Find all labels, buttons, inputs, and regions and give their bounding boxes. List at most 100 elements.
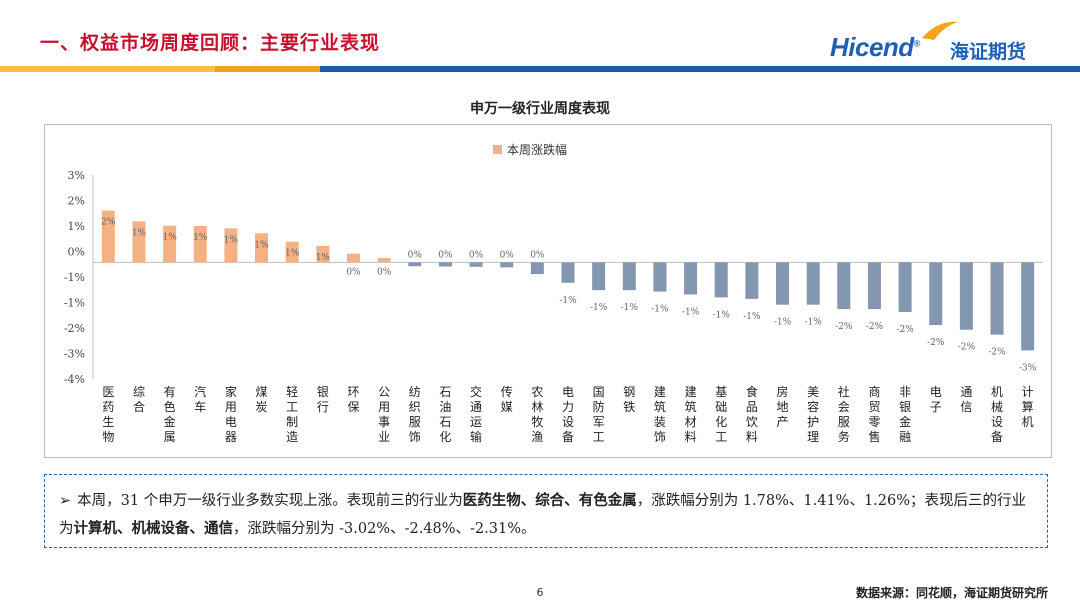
data-label: -2% — [866, 322, 884, 332]
data-label: 0% — [500, 250, 515, 260]
category-char: 军 — [593, 415, 605, 429]
bar — [1021, 262, 1035, 351]
category-char: 零 — [868, 415, 880, 429]
category-char: 媒 — [501, 400, 513, 414]
category-char: 金 — [164, 414, 176, 429]
category-char: 础 — [715, 400, 727, 414]
category-char: 务 — [838, 429, 850, 444]
category-char: 饰 — [409, 430, 421, 444]
category-label: 医药生物 — [102, 385, 114, 444]
category-char: 装 — [654, 415, 666, 429]
category-label: 综合 — [133, 385, 145, 414]
page-number: 6 — [536, 586, 544, 599]
y-tick-label: 3% — [68, 169, 85, 182]
category-label: 计算机 — [1022, 385, 1034, 429]
category-char: 铁 — [623, 400, 635, 414]
category-char: 环 — [347, 385, 359, 399]
bar — [316, 245, 330, 263]
category-char: 金 — [899, 414, 911, 429]
category-char: 造 — [286, 430, 298, 444]
bar — [684, 262, 698, 295]
category-label: 传媒 — [501, 384, 513, 414]
data-label: -3% — [1019, 363, 1037, 373]
logo-brand-cn: 海证期货 — [950, 41, 1027, 63]
category-char: 银 — [899, 400, 911, 414]
category-label: 房地产 — [777, 384, 789, 429]
category-label: 社会服务 — [838, 384, 850, 444]
y-tick-label: 1% — [68, 220, 85, 233]
category-char: 电 — [562, 385, 574, 399]
category-char: 渔 — [531, 430, 543, 444]
category-char: 油 — [439, 400, 451, 414]
category-char: 服 — [409, 415, 421, 429]
category-char: 机 — [991, 385, 1003, 399]
data-label: 0% — [438, 250, 453, 260]
bar — [561, 262, 575, 283]
category-char: 信 — [960, 400, 972, 414]
bar — [867, 262, 881, 310]
stripe-segment — [0, 66, 215, 72]
category-char: 综 — [133, 385, 145, 399]
data-label: -2% — [988, 348, 1006, 358]
company-logo: Hicend® 海证期货 — [830, 18, 1050, 70]
category-char: 设 — [562, 415, 574, 429]
category-char: 护 — [807, 415, 819, 429]
category-label: 公用事业 — [378, 385, 390, 444]
data-label: -1% — [804, 318, 822, 328]
bullet-arrow-icon: ➢ — [59, 493, 72, 509]
category-char: 房 — [777, 384, 789, 399]
data-label: 0% — [377, 267, 392, 277]
bar-chart: 3% 2% 1% 0% -1% -1% -2% -3% -4% 本周涨跌幅 2% 医药生物 1% 综合 1%… — [64, 142, 1043, 444]
category-char: 理 — [807, 430, 819, 444]
category-char: 建 — [685, 385, 697, 399]
category-char: 计 — [1022, 385, 1034, 399]
category-char: 化 — [439, 430, 451, 444]
category-label: 基础化工 — [715, 385, 727, 444]
data-label: 0% — [346, 267, 361, 277]
chart-title: 申万一级行业周度表现 — [470, 101, 610, 117]
category-char: 石 — [439, 385, 451, 399]
category-char: 有 — [164, 385, 176, 399]
bar — [622, 262, 636, 291]
source-note: 数据来源：同花顺，海证期货研究所 — [855, 586, 1048, 600]
data-label: 1% — [316, 253, 331, 263]
bar — [990, 262, 1004, 335]
slide-title: 一、权益市场周度回顾：主要行业表现 — [40, 32, 381, 54]
category-char: 服 — [838, 415, 850, 429]
category-label: 商贸零售 — [868, 384, 880, 444]
summary-bottom3: 计算机、机械设备、通信 — [73, 520, 234, 537]
data-label: -1% — [774, 318, 792, 328]
category-char: 机 — [1022, 415, 1034, 429]
category-char: 行 — [317, 400, 329, 414]
data-label: 1% — [132, 228, 147, 238]
summary-box: ➢ 本周，31 个申万一级行业多数实现上涨。表现前三的行业为医药生物、综合、有色金… — [44, 474, 1048, 548]
category-char: 事 — [378, 415, 390, 429]
stripe-segment — [215, 66, 320, 72]
data-label: -2% — [835, 322, 853, 332]
bar — [193, 226, 207, 263]
category-char: 材 — [685, 415, 697, 429]
category-char: 设 — [991, 415, 1003, 429]
data-label: 1% — [224, 235, 239, 245]
category-char: 基 — [715, 385, 727, 399]
category-char: 会 — [838, 400, 850, 414]
category-char: 电 — [225, 415, 237, 429]
data-label: -1% — [590, 303, 608, 313]
bar — [224, 228, 238, 263]
legend-label: 本周涨跌幅 — [507, 142, 567, 157]
category-char: 银 — [317, 385, 329, 399]
category-char: 地 — [777, 400, 789, 414]
category-char: 商 — [868, 384, 880, 399]
category-char: 织 — [409, 400, 421, 414]
data-label: -1% — [621, 303, 639, 313]
data-label: -2% — [927, 338, 945, 348]
bar — [132, 221, 146, 263]
logo-swoosh-icon — [922, 21, 958, 40]
summary-text-2: ，涨跌幅分别为 1.78%、1.41%、1.26%；表现后三的行业为 — [59, 493, 1027, 537]
data-label: 2% — [101, 218, 116, 228]
category-char: 汽 — [194, 384, 206, 399]
data-label: 0% — [530, 250, 545, 260]
data-label: -1% — [559, 296, 577, 306]
summary-text-1: 本周，31 个申万一级行业多数实现上涨。表现前三的行业为 — [77, 493, 463, 509]
category-char: 备 — [991, 430, 1003, 444]
